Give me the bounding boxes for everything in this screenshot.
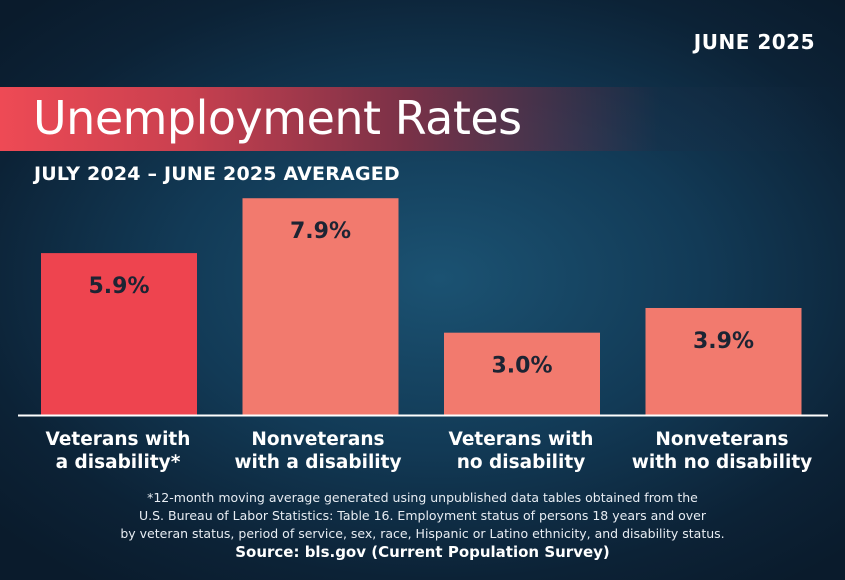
category-label-nonveterans-with-disability: Nonveterans with a disability [234,429,402,473]
footnote-line: U.S. Bureau of Labor Statistics: Table 1… [139,508,706,523]
report-date: JUNE 2025 [693,30,815,54]
category-label-veterans-no-disability: Veterans with no disability [448,429,594,473]
bar-veterans-with-disability [41,253,197,415]
data-label-nonveterans-no-disability: 3.9% [693,329,754,354]
bar-veterans-no-disability [444,332,600,415]
source-line: Source: bls.gov (Current Population Surv… [235,543,610,561]
bar-nonveterans-with-disability [242,198,399,415]
data-label-nonveterans-with-disability: 7.9% [290,219,351,244]
footnote: *12-month moving average generated using… [60,489,785,543]
data-label-veterans-no-disability: 3.0% [491,354,552,379]
bar-nonveterans-no-disability [645,307,802,415]
footnote-line: by veteran status, period of service, se… [120,526,725,541]
category-label-veterans-with-disability: Veterans with a disability* [45,429,191,473]
title-band [0,87,845,151]
chart-subtitle: JULY 2024 – JUNE 2025 AVERAGED [34,163,400,185]
chart-title: Unemployment Rates [33,91,522,145]
footnote-line: *12-month moving average generated using… [147,490,698,505]
data-label-veterans-with-disability: 5.9% [88,274,149,299]
category-label-nonveterans-no-disability: Nonveterans with no disability [631,429,813,473]
